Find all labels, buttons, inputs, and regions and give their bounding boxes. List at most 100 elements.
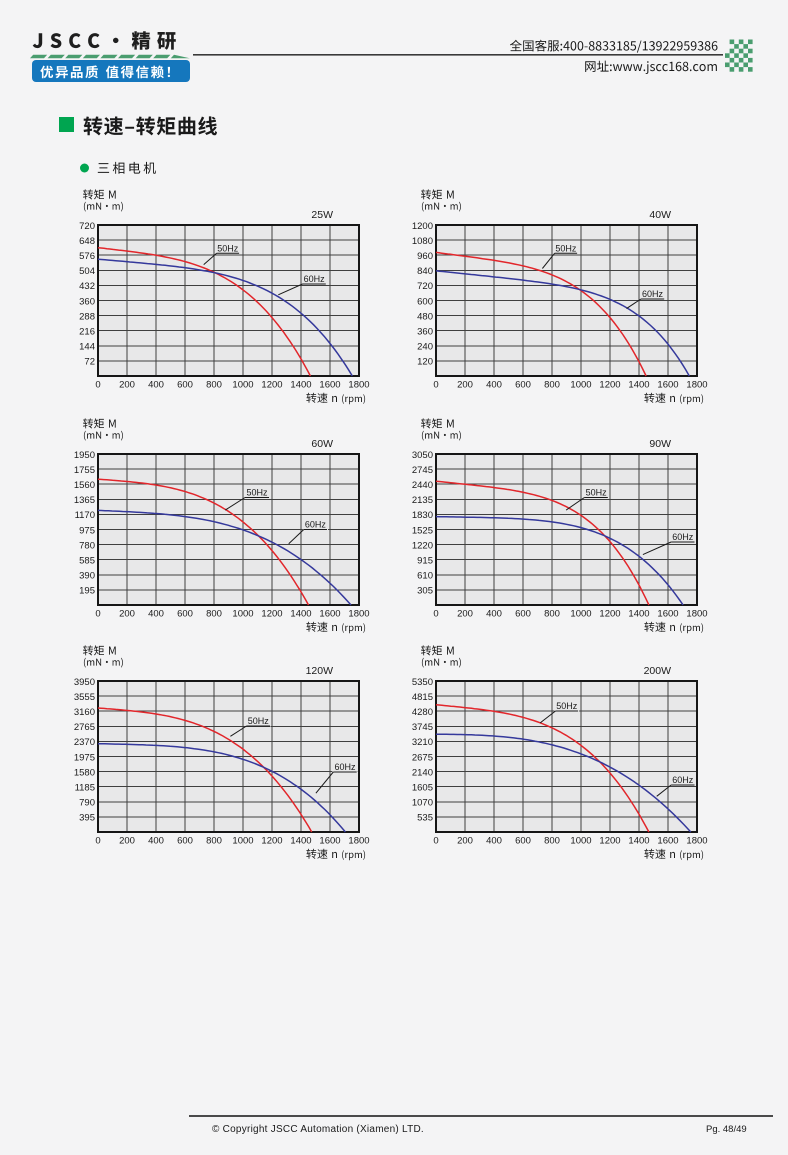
svg-text:1000: 1000	[232, 836, 253, 847]
svg-text:360: 360	[417, 327, 433, 338]
svg-text:1605: 1605	[412, 783, 433, 794]
svg-text:800: 800	[206, 380, 222, 391]
svg-text:0: 0	[433, 836, 438, 847]
svg-text:0: 0	[95, 609, 100, 620]
svg-text:1580: 1580	[74, 767, 95, 778]
svg-text:1600: 1600	[657, 380, 678, 391]
svg-text:790: 790	[79, 798, 95, 809]
svg-text:2135: 2135	[412, 495, 433, 506]
svg-text:1600: 1600	[319, 380, 340, 391]
svg-text:1200: 1200	[261, 380, 282, 391]
svg-text:3160: 3160	[74, 707, 95, 718]
svg-text:360: 360	[79, 296, 95, 307]
svg-text:50Hz: 50Hz	[556, 701, 578, 711]
svg-text:0: 0	[95, 836, 100, 847]
svg-text:400: 400	[148, 836, 164, 847]
svg-text:1800: 1800	[686, 380, 707, 391]
svg-text:3555: 3555	[74, 692, 95, 703]
svg-text:2675: 2675	[412, 752, 433, 763]
svg-text:120: 120	[417, 357, 433, 368]
svg-text:1600: 1600	[657, 609, 678, 620]
svg-text:1200: 1200	[261, 609, 282, 620]
svg-text:600: 600	[177, 609, 193, 620]
svg-text:50Hz: 50Hz	[248, 716, 270, 726]
svg-text:1525: 1525	[412, 525, 433, 536]
svg-text:216: 216	[79, 327, 95, 338]
svg-text:1000: 1000	[570, 380, 591, 391]
svg-text:576: 576	[79, 251, 95, 262]
svg-text:1185: 1185	[75, 783, 95, 794]
svg-text:0: 0	[433, 380, 438, 391]
svg-text:400: 400	[486, 609, 502, 620]
svg-text:60Hz: 60Hz	[334, 762, 356, 772]
svg-text:3210: 3210	[412, 737, 433, 748]
svg-text:305: 305	[417, 586, 433, 597]
svg-text:3745: 3745	[412, 722, 433, 733]
svg-text:720: 720	[417, 281, 433, 292]
svg-text:60Hz: 60Hz	[672, 775, 694, 785]
svg-text:50Hz: 50Hz	[217, 244, 239, 254]
svg-text:800: 800	[206, 609, 222, 620]
svg-text:975: 975	[79, 525, 95, 536]
svg-text:1600: 1600	[319, 836, 340, 847]
svg-text:648: 648	[79, 236, 95, 247]
svg-text:1000: 1000	[232, 380, 253, 391]
svg-text:915: 915	[417, 556, 433, 567]
svg-text:200: 200	[119, 609, 135, 620]
svg-text:1000: 1000	[570, 609, 591, 620]
svg-text:395: 395	[79, 813, 95, 824]
svg-text:1000: 1000	[570, 836, 591, 847]
svg-text:240: 240	[417, 342, 433, 353]
svg-text:2765: 2765	[74, 722, 95, 733]
svg-text:600: 600	[515, 380, 531, 391]
svg-text:1800: 1800	[686, 836, 707, 847]
svg-text:1200: 1200	[599, 609, 620, 620]
svg-text:1975: 1975	[74, 752, 95, 763]
svg-text:400: 400	[486, 836, 502, 847]
svg-text:600: 600	[177, 836, 193, 847]
svg-text:1070: 1070	[412, 798, 433, 809]
svg-text:504: 504	[79, 266, 95, 277]
svg-text:200W: 200W	[644, 665, 672, 677]
svg-text:2745: 2745	[412, 465, 433, 476]
svg-text:50Hz: 50Hz	[586, 488, 608, 498]
svg-text:1200: 1200	[599, 836, 620, 847]
svg-text:535: 535	[417, 813, 433, 824]
svg-text:585: 585	[79, 556, 95, 567]
svg-text:4280: 4280	[412, 707, 433, 718]
svg-text:1200: 1200	[599, 380, 620, 391]
svg-text:60Hz: 60Hz	[304, 274, 326, 284]
svg-text:200: 200	[119, 836, 135, 847]
svg-text:25W: 25W	[311, 209, 333, 221]
svg-text:1600: 1600	[657, 836, 678, 847]
svg-text:390: 390	[79, 571, 95, 582]
svg-text:840: 840	[417, 266, 433, 277]
svg-text:600: 600	[417, 296, 433, 307]
svg-text:3950: 3950	[74, 677, 95, 688]
svg-text:800: 800	[544, 609, 560, 620]
svg-text:60W: 60W	[311, 438, 333, 450]
svg-text:400: 400	[486, 380, 502, 391]
svg-text:60Hz: 60Hz	[672, 532, 694, 542]
svg-text:2140: 2140	[412, 767, 433, 778]
svg-text:2440: 2440	[412, 480, 433, 491]
svg-text:50Hz: 50Hz	[246, 488, 268, 498]
svg-text:1600: 1600	[319, 609, 340, 620]
svg-text:1800: 1800	[348, 836, 369, 847]
svg-text:0: 0	[95, 380, 100, 391]
svg-text:200: 200	[457, 609, 473, 620]
svg-text:200: 200	[457, 836, 473, 847]
svg-text:400: 400	[148, 380, 164, 391]
svg-text:5350: 5350	[412, 677, 433, 688]
svg-text:200: 200	[457, 380, 473, 391]
svg-text:1400: 1400	[290, 609, 311, 620]
svg-text:1220: 1220	[412, 540, 433, 551]
svg-text:1400: 1400	[628, 380, 649, 391]
svg-text:120W: 120W	[306, 665, 334, 677]
svg-text:610: 610	[417, 571, 433, 582]
svg-text:1170: 1170	[75, 510, 95, 521]
svg-text:40W: 40W	[649, 209, 671, 221]
svg-text:1755: 1755	[74, 465, 95, 476]
svg-text:1800: 1800	[348, 380, 369, 391]
svg-text:1800: 1800	[686, 609, 707, 620]
